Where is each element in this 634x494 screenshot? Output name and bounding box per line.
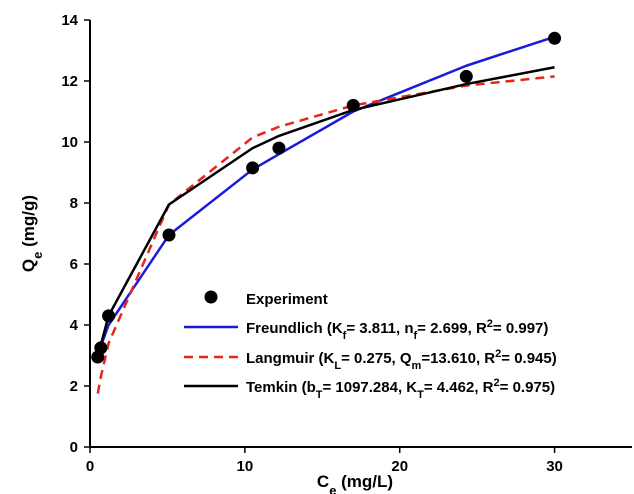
experiment-point <box>246 161 260 175</box>
axis-titles: Ce (mg/L) Qe (mg/g) <box>19 195 393 494</box>
y-tick-label: 12 <box>61 73 78 90</box>
temkin-line <box>96 66 555 358</box>
legend-text-part: = 1097.284, K <box>322 379 417 396</box>
x-axis-title-part: e <box>329 483 336 494</box>
legend-text-part: L <box>334 360 341 372</box>
legend-text-part: Temkin (b <box>246 379 316 396</box>
legend-text-part: = 0.275, Q <box>341 350 412 367</box>
experiment-point <box>548 31 562 45</box>
experiment-point <box>459 69 473 83</box>
legend-text-part: = 0.945) <box>501 350 556 367</box>
y-tick-label: 10 <box>61 134 78 151</box>
x-axis-title: Ce (mg/L) <box>317 472 393 494</box>
x-axis-title-part: C <box>317 472 329 491</box>
legend-text-part: T <box>316 389 323 401</box>
legend-experiment-label: Experiment <box>246 291 328 308</box>
legend-text-part: = 0.997) <box>493 320 548 337</box>
legend-text-part: 2 <box>495 348 501 360</box>
legend-text-part: f <box>343 330 347 342</box>
y-tick-label: 2 <box>70 378 78 395</box>
y-tick-label: 0 <box>70 439 78 456</box>
legend-experiment-marker <box>204 290 218 304</box>
legend-text-part: =13.610, R <box>421 350 495 367</box>
legend-text-part: = 4.462, R <box>424 379 494 396</box>
legend-temkin-label: Temkin (bT= 1097.284, KT= 4.462, R2= 0.9… <box>246 377 555 401</box>
x-tick-label: 20 <box>391 458 408 475</box>
legend-text-part: Langmuir (K <box>246 350 334 367</box>
y-axis-title-part: Q <box>19 259 38 272</box>
legend-text-part: = 3.811, n <box>346 320 413 337</box>
legend-text-part: = 2.699, R <box>417 320 487 337</box>
legend-langmuir-label: Langmuir (KL= 0.275, Qm=13.610, R2= 0.94… <box>246 348 557 372</box>
experiment-markers <box>91 31 562 364</box>
y-tick-label: 4 <box>70 317 79 334</box>
experiment-point <box>272 141 286 155</box>
experiment-point <box>102 309 116 323</box>
legend-text-part: = 0.975) <box>500 379 555 396</box>
experiment-point <box>162 228 176 242</box>
legend-text-part: 2 <box>487 318 493 330</box>
x-tick-label: 30 <box>546 458 563 475</box>
legend-text-part: m <box>412 360 422 372</box>
legend-text-part: 2 <box>494 377 500 389</box>
freundlich-line <box>99 35 555 347</box>
y-axis-title-part: e <box>30 252 45 259</box>
legend-freundlich-label: Freundlich (Kf= 3.811, nf= 2.699, R2= 0.… <box>246 318 548 342</box>
series-lines <box>96 35 555 394</box>
legend-text-part: T <box>417 389 424 401</box>
x-tick-label: 0 <box>86 458 94 475</box>
y-tick-label: 6 <box>70 256 78 273</box>
y-axis-title: Qe (mg/g) <box>19 195 45 272</box>
x-axis-title-part: (mg/L) <box>336 472 393 491</box>
experiment-point <box>346 98 360 112</box>
y-tick-label: 14 <box>61 12 78 29</box>
experiment-point <box>94 341 108 355</box>
legend-text-part: f <box>413 330 417 342</box>
y-axis-title-part: (mg/g) <box>19 195 38 252</box>
legend-text-part: Freundlich (K <box>246 320 343 337</box>
x-tick-label: 10 <box>237 458 254 475</box>
y-tick-label: 8 <box>70 195 78 212</box>
axes: 0 10 20 30 0 2 4 6 8 10 12 14 <box>61 12 632 475</box>
